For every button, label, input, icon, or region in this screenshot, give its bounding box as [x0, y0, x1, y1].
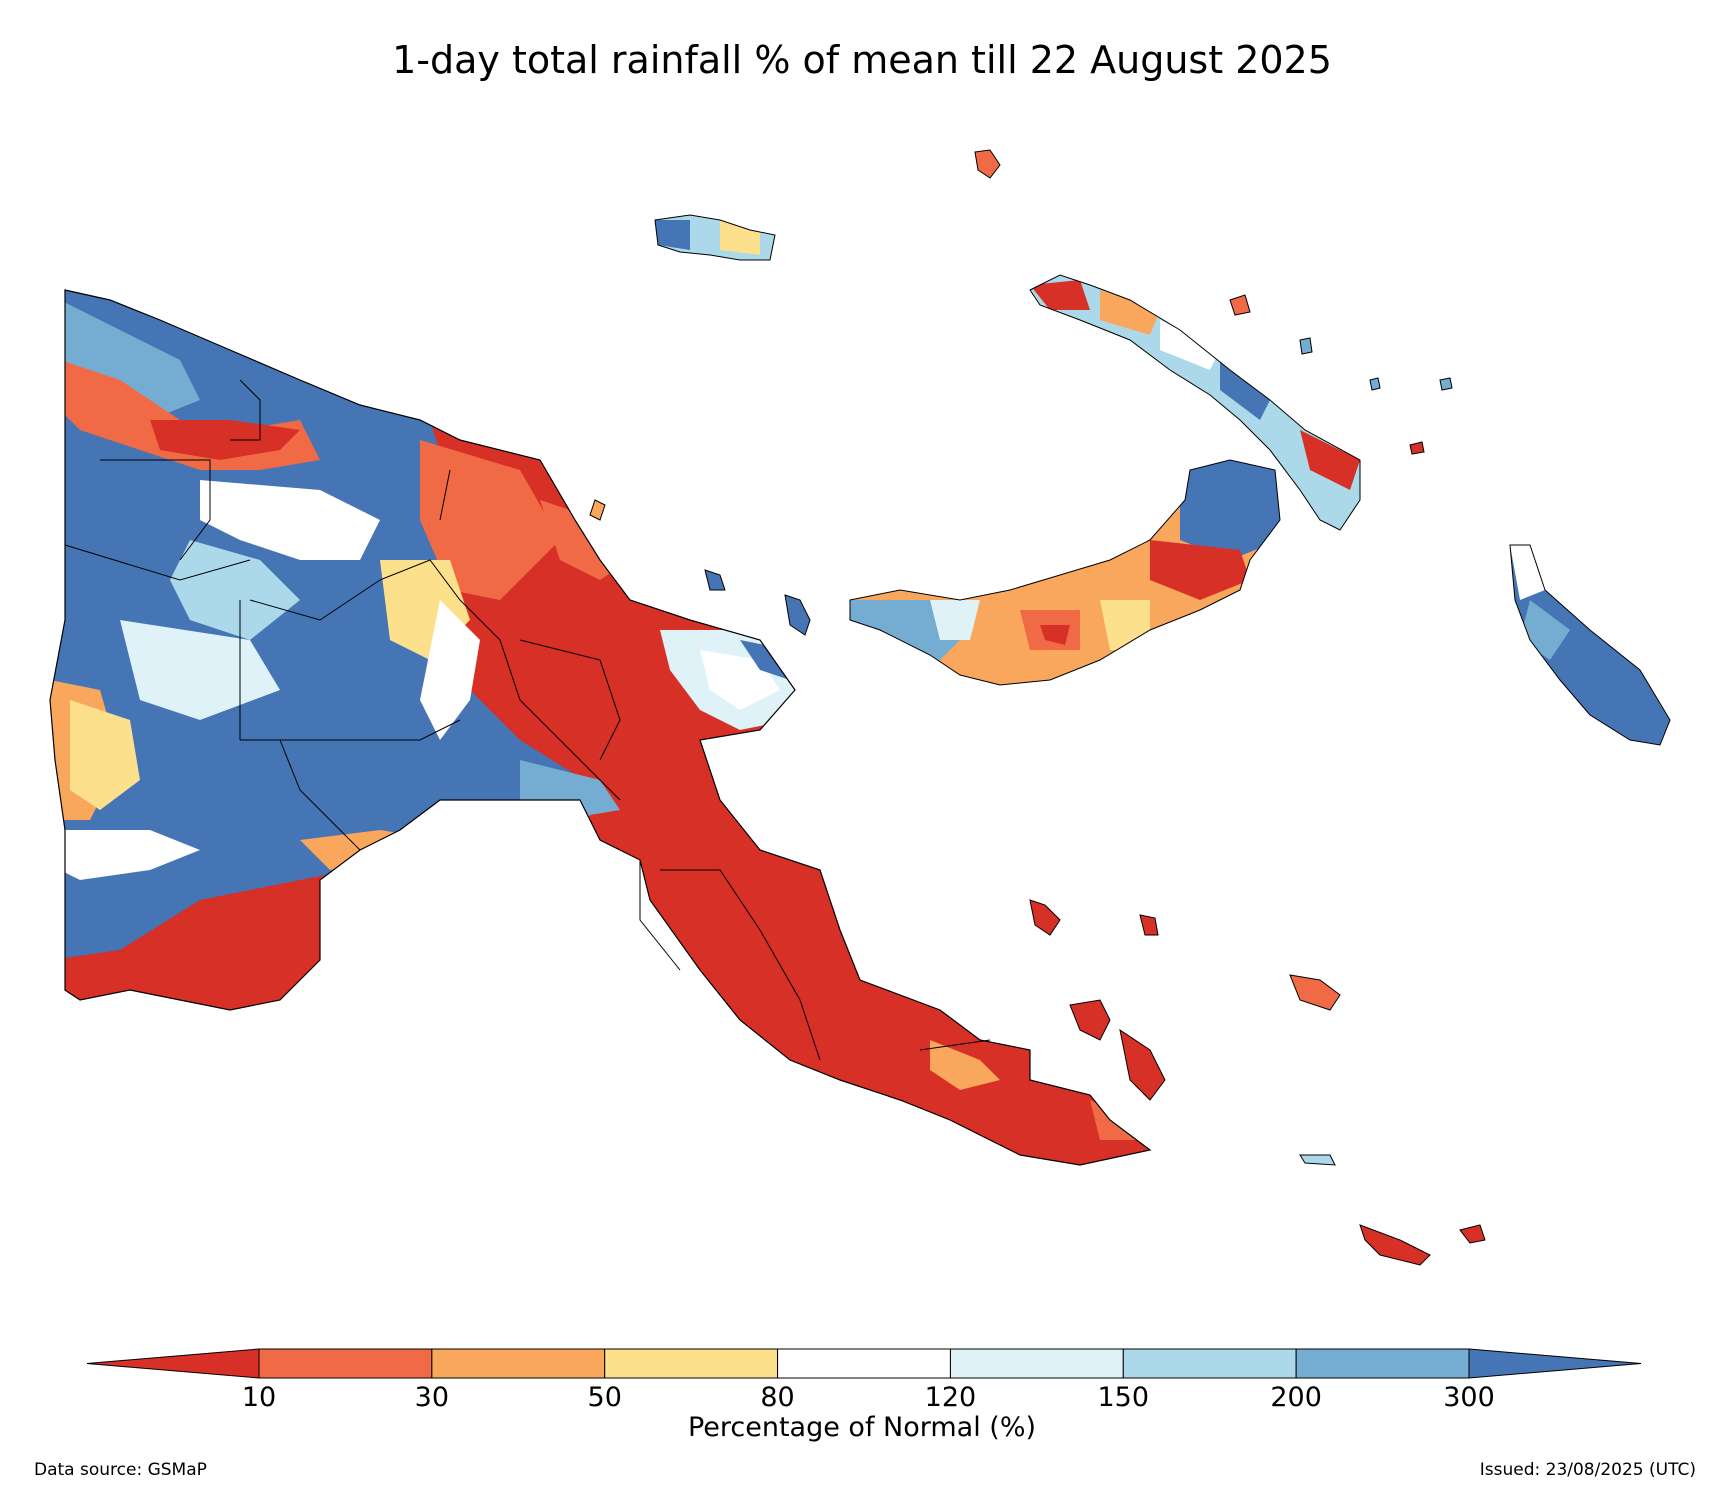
colorbar-bin [604, 1348, 779, 1379]
colorbar-bin [1295, 1348, 1470, 1379]
colorbar-bin [431, 1348, 606, 1379]
colorbar-bin [1122, 1348, 1297, 1379]
colorbar-tick-label: 30 [414, 1382, 450, 1413]
colorbar-tick-label: 120 [924, 1382, 977, 1413]
colorbar-tick-label: 80 [760, 1382, 795, 1413]
manus-coastline [654, 214, 776, 261]
colorbar-tick-label: 150 [1097, 1382, 1150, 1413]
data-source: Data source: GSMaP [34, 1460, 207, 1480]
issued-date: Issued: 23/08/2025 (UTC) [1479, 1460, 1696, 1480]
new-britain-coastline [849, 459, 1281, 686]
mainland-coastline [49, 289, 1152, 1166]
colorbar-tick-label: 200 [1270, 1382, 1322, 1413]
colorbar-tick-label: 50 [587, 1382, 622, 1413]
colorbar-tick-label: 300 [1443, 1382, 1495, 1413]
bougainville-coastline [1509, 544, 1671, 746]
colorbar-bin [258, 1348, 433, 1379]
rainfall-map [49, 149, 1671, 1266]
colorbar-bin [777, 1348, 951, 1379]
small-islands [589, 149, 1486, 1266]
map-title: 1-day total rainfall % of mean till 22 A… [392, 38, 1332, 82]
colorbar-title: Percentage of Normal (%) [687, 1412, 1037, 1443]
colorbar-extend-low [86, 1348, 260, 1379]
colorbar-tick-label: 10 [241, 1382, 277, 1413]
new-ireland-coastline [1029, 274, 1361, 531]
colorbar-bin [949, 1348, 1124, 1379]
province-boundaries [64, 379, 991, 1061]
colorbar-extend-high [1468, 1348, 1642, 1379]
